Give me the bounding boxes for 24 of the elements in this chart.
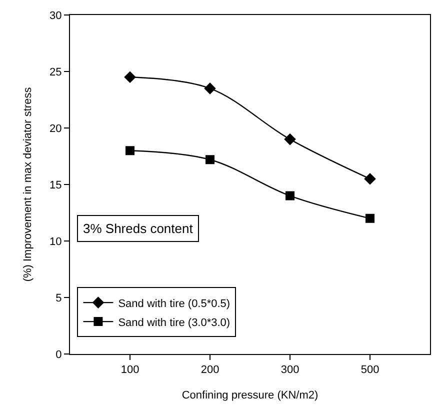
x-tick-label: 200 bbox=[200, 364, 220, 376]
y-tick-label: 0 bbox=[56, 348, 62, 361]
x-tick-label: 500 bbox=[360, 364, 380, 376]
y-tick-label: 5 bbox=[56, 292, 62, 304]
legend-label: Sand with tire (3.0*3.0) bbox=[118, 316, 230, 329]
y-tick-label: 10 bbox=[50, 236, 62, 248]
point bbox=[124, 71, 136, 83]
point bbox=[126, 146, 134, 156]
y-tick-label: 15 bbox=[50, 179, 62, 192]
legend-label: Sand with tire (0.5*0.5) bbox=[118, 298, 230, 310]
point bbox=[204, 82, 216, 94]
point bbox=[206, 155, 214, 164]
annotation: 3% Shreds content bbox=[83, 221, 194, 236]
y-tick-label: 30 bbox=[50, 10, 62, 22]
point bbox=[364, 173, 376, 185]
x-axis-title: Confining pressure (KN/m2) bbox=[182, 389, 318, 402]
point bbox=[284, 134, 296, 145]
y-axis-title: (%) Improvement in max deviator stress bbox=[22, 86, 34, 282]
x-tick-label: 100 bbox=[120, 364, 140, 376]
point bbox=[286, 191, 294, 200]
y-tick-label: 20 bbox=[50, 122, 62, 135]
x-tick-label: 300 bbox=[280, 364, 300, 376]
y-tick-label: 25 bbox=[50, 66, 62, 78]
point bbox=[366, 214, 374, 223]
